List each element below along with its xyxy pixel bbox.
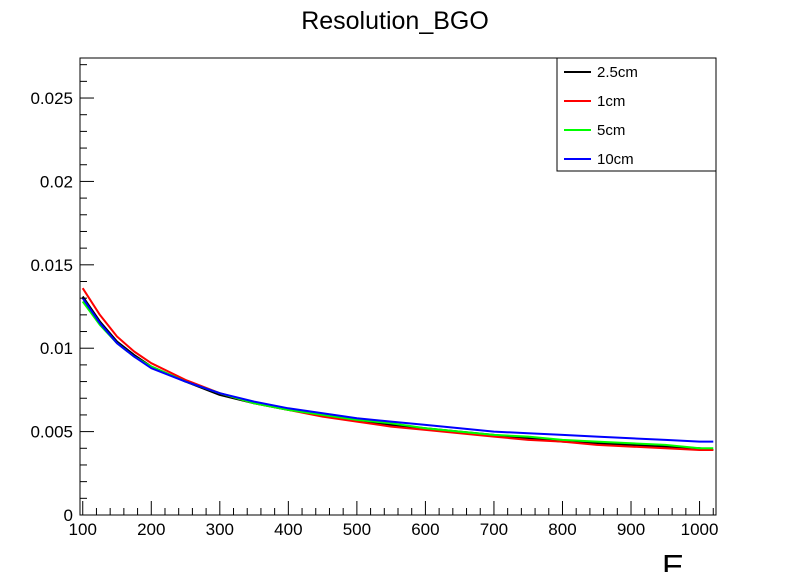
y-tick-label: 0: [64, 506, 73, 525]
y-tick-label: 0.01: [40, 339, 73, 358]
y-tick-label: 0.015: [30, 256, 73, 275]
x-axis-label: E: [662, 548, 684, 572]
y-tick-label: 0.02: [40, 172, 73, 191]
x-tick-label: 500: [343, 520, 371, 539]
x-tick-label: 900: [617, 520, 645, 539]
x-tick-label: 300: [206, 520, 234, 539]
legend-label: 5cm: [597, 122, 625, 139]
series-line-1cm: [81, 287, 714, 451]
x-tick-label: 800: [548, 520, 576, 539]
x-tick-label: 200: [137, 520, 165, 539]
x-tick-label: 700: [480, 520, 508, 539]
x-tick-label: 400: [274, 520, 302, 539]
chart-title: Resolution_BGO: [301, 7, 489, 35]
legend-box: [556, 57, 717, 172]
series-line-10cm: [81, 297, 714, 443]
legend-label: 2.5cm: [597, 64, 638, 81]
x-tick-label: 1000: [681, 520, 719, 539]
legend-label: 1cm: [597, 93, 625, 110]
y-tick-label: 0.025: [30, 89, 73, 108]
plot-area: [81, 287, 714, 451]
x-tick-label: 600: [411, 520, 439, 539]
legend-label: 10cm: [597, 151, 634, 168]
legend: 2.5cm 1cm 5cm 10cm: [556, 57, 717, 172]
axes: 100 200 300 400 500 600 700 800 900 1000 0 0.005 0.0…: [30, 64, 719, 539]
y-tick-label: 0.005: [30, 423, 73, 442]
x-tick-label: 100: [69, 520, 97, 539]
